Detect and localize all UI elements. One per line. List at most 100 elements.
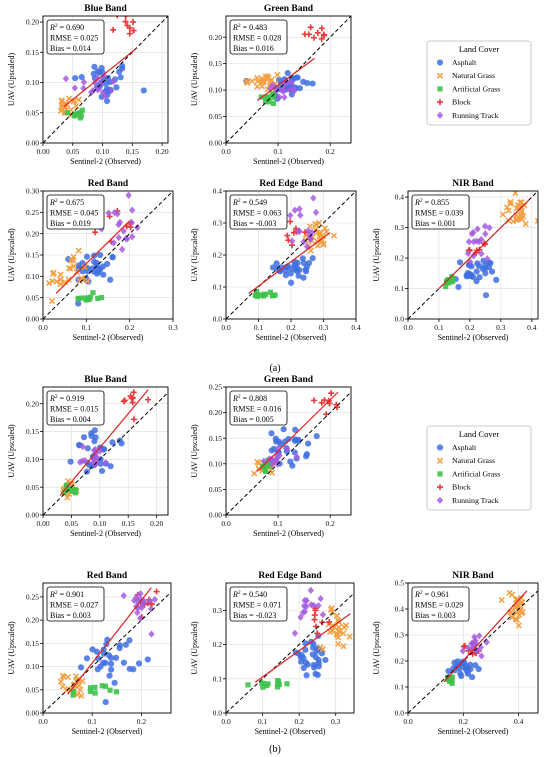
x-tick-label: 0.2 <box>459 717 469 726</box>
data-point <box>92 434 99 441</box>
r2-exponent: 2 <box>238 198 241 204</box>
x-tick-label: 0.1 <box>273 519 283 528</box>
data-point <box>268 430 275 437</box>
data-point <box>72 490 79 496</box>
data-point <box>275 678 281 685</box>
r2-symbol: R <box>232 590 238 599</box>
y-tick-label: 0.15 <box>209 434 222 443</box>
data-point <box>75 682 83 689</box>
stats-box <box>229 390 288 426</box>
data-point <box>98 294 105 301</box>
y-tick-label: 0.25 <box>209 383 222 392</box>
data-point <box>482 292 490 299</box>
legend-title: Land Cover <box>459 44 500 54</box>
data-point <box>264 683 270 689</box>
data-point <box>304 79 311 87</box>
data-point <box>289 462 296 469</box>
chart-panel-6: 0.00 0.05 0.10 0.15 0.20 0.00 0.05 0.10 0.15 0.20… <box>7 375 169 538</box>
data-point <box>295 227 303 235</box>
data-point <box>67 458 74 465</box>
data-point <box>462 665 469 672</box>
r2-value: 0.901 <box>66 590 84 599</box>
data-point <box>321 225 329 232</box>
data-point <box>463 273 471 280</box>
x-tick-label: 0.0 <box>221 147 231 156</box>
data-point <box>472 636 479 644</box>
data-point <box>122 234 130 243</box>
data-point <box>130 27 137 34</box>
r2-exponent: 2 <box>238 590 241 596</box>
data-point <box>78 692 85 699</box>
legend-entry-label: Running Track <box>452 496 499 505</box>
data-point <box>87 685 94 691</box>
rmse-label: RMSE = 0.025 <box>50 34 98 43</box>
data-point <box>288 279 295 286</box>
fit-line <box>254 613 351 683</box>
x-tick-label: 0.0 <box>403 717 413 726</box>
data-point <box>65 276 72 283</box>
data-point <box>296 267 303 274</box>
y-axis-label: UAV (Upscaled) <box>190 228 199 282</box>
r2-symbol: R <box>414 198 420 207</box>
y-tick-label: 0.3 <box>213 606 223 615</box>
data-point <box>130 389 137 396</box>
data-point <box>473 268 480 275</box>
data-point <box>510 218 517 225</box>
legend-entry-label: Block <box>452 98 471 107</box>
x-tick-label: 0.0 <box>221 717 231 726</box>
r2-equals: = <box>423 590 432 599</box>
data-point <box>258 292 264 298</box>
data-point <box>302 646 309 653</box>
data-point <box>110 77 117 85</box>
r2-label: R2 = 0.961 <box>414 590 449 599</box>
plot-frame <box>407 582 539 714</box>
r2-label: R2 = 0.855 <box>414 198 449 207</box>
y-tick-label: 0.1 <box>395 683 405 692</box>
plot-frame <box>225 190 357 320</box>
bias-label: Bias = 0.003 <box>50 611 91 620</box>
data-point <box>321 397 328 404</box>
data-point <box>475 238 483 246</box>
data-point <box>472 662 479 669</box>
one-to-one-line <box>226 592 354 713</box>
data-point <box>299 609 307 617</box>
chart-title: Blue Band <box>84 4 127 14</box>
data-point <box>310 34 317 41</box>
plot-frame <box>42 386 169 516</box>
y-tick-label: 0.3 <box>395 631 405 640</box>
y-tick-label: 0.3 <box>213 219 223 228</box>
y-tick-label: 0.3 <box>395 223 405 232</box>
data-point <box>482 230 489 238</box>
data-point <box>65 256 72 263</box>
x-tick-label: 0.2 <box>294 717 304 726</box>
data-point <box>473 247 480 254</box>
chart-panel-5: 0.0 0.1 0.2 0.3 0.4 0.0 0.1 0.2 0.3 0.4 NIR Band Se… <box>372 179 539 342</box>
x-tick-label: 0.15 <box>122 519 135 528</box>
chart-panel-2: 0.0 0.1 0.2 0.00 0.05 0.10 0.15 0.20 Green Band S… <box>190 4 352 166</box>
x-tick-label: 0.3 <box>168 323 178 332</box>
fit-line <box>256 391 339 472</box>
data-point <box>291 629 299 637</box>
data-point <box>138 604 145 612</box>
data-point <box>76 458 84 466</box>
stats-box <box>46 390 105 426</box>
data-point <box>305 440 312 447</box>
r2-exponent: 2 <box>55 394 58 400</box>
data-point <box>91 63 98 70</box>
data-point <box>128 395 135 402</box>
data-point <box>109 254 116 261</box>
legend-entry-label: Natural Grass <box>452 456 495 465</box>
chart-title: Red Band <box>88 179 129 189</box>
r2-label: R2 = 0.549 <box>232 198 267 207</box>
data-point <box>270 95 276 101</box>
data-point <box>336 627 343 635</box>
data-point <box>130 666 137 673</box>
data-point <box>102 92 109 100</box>
plot-frame <box>225 386 352 516</box>
y-tick-label: 0.0 <box>395 709 405 718</box>
legend-box <box>426 425 532 511</box>
data-point <box>84 445 91 452</box>
data-point <box>459 647 467 655</box>
data-point <box>76 278 83 285</box>
r2-exponent: 2 <box>238 23 241 29</box>
